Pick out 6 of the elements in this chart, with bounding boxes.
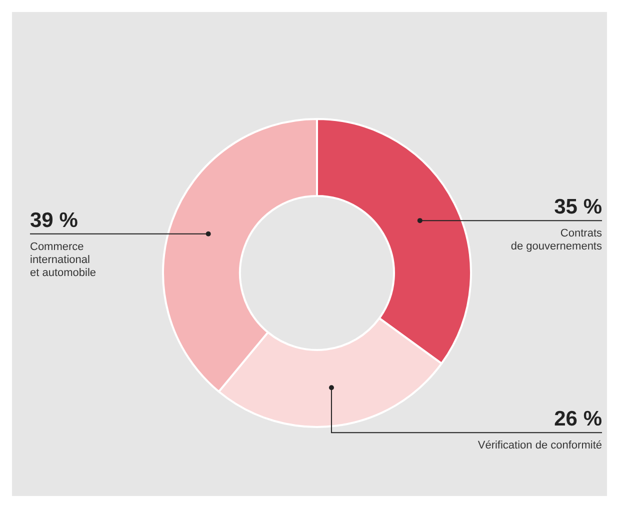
slice-label: Vérification de conformité xyxy=(478,440,602,452)
slice-label: Contrats de gouvernements xyxy=(510,228,602,253)
data-label: 39 % xyxy=(30,208,78,232)
slice-label: Commerce international et automobile xyxy=(30,240,96,279)
data-label: 26 % xyxy=(554,408,602,431)
data-label: 35 % xyxy=(554,196,602,219)
